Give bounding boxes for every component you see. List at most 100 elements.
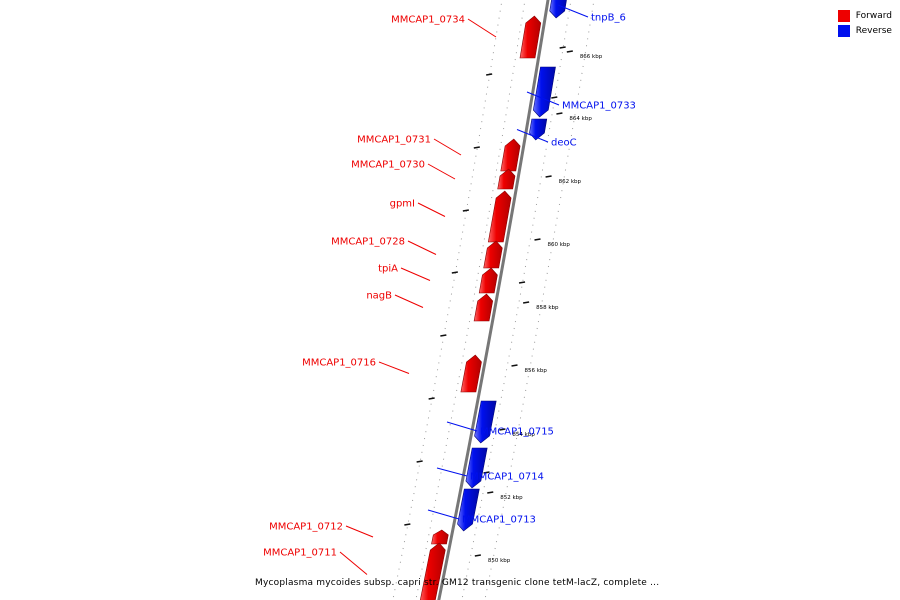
scale-tick-label: 866 kbp — [580, 54, 603, 60]
gene-arrow[interactable] — [487, 190, 512, 243]
legend-reverse-label: Reverse — [855, 25, 892, 36]
gene-leader-line — [557, 4, 589, 18]
gene-label[interactable]: MMCAP1_0731 — [357, 135, 431, 146]
minor-tick-mark — [486, 73, 493, 76]
gene-leader-line — [433, 138, 462, 156]
gene-leader-line — [345, 525, 374, 538]
gene-leader-line — [400, 267, 431, 281]
legend-forward: Forward — [837, 8, 892, 23]
gene-label[interactable]: MMCAP1_0714 — [470, 472, 544, 483]
minor-tick-mark — [462, 209, 469, 212]
lane-dots — [392, 0, 595, 600]
gene-arrow[interactable] — [500, 138, 521, 172]
gene-leader-line — [394, 294, 424, 308]
scale-tick-mark — [499, 428, 506, 431]
scale-tick-mark — [511, 364, 518, 367]
scale-tick-mark — [474, 554, 481, 557]
scale-tick-mark — [487, 491, 494, 494]
gene-label[interactable]: tpiA — [378, 264, 398, 275]
gene-leader-line — [427, 163, 456, 180]
minor-tick-mark — [404, 523, 411, 526]
genome-backbone — [437, 0, 550, 600]
gene-leader-line — [467, 18, 497, 38]
gene-mmcap1-0715[interactable]: MMCAP1_0715 — [446, 400, 554, 444]
gene-tpia[interactable]: tpiA — [378, 264, 498, 294]
legend-forward-label: Forward — [855, 10, 892, 21]
gene-mmcap1-0714[interactable]: MMCAP1_0714 — [436, 447, 544, 489]
gene-label[interactable]: MMCAP1_0730 — [351, 160, 425, 171]
gene-leader-line — [407, 240, 437, 255]
scale-tick-label: 852 kbp — [500, 495, 523, 501]
gene-arrow[interactable] — [497, 168, 516, 190]
gene-arrow[interactable] — [532, 66, 556, 118]
gene-arrow[interactable] — [419, 542, 446, 600]
gene-mmcap1-0730[interactable]: MMCAP1_0730 — [351, 160, 516, 190]
minor-tick-mark — [416, 460, 423, 463]
reverse-swatch — [837, 24, 850, 37]
gene-label[interactable]: tnpB_6 — [591, 13, 626, 24]
minor-tick-mark — [551, 96, 558, 99]
gene-label[interactable]: MMCAP1_0711 — [263, 548, 337, 559]
gene-mmcap1-0711[interactable]: MMCAP1_0711 — [263, 542, 446, 600]
gene-arrow[interactable] — [519, 15, 542, 59]
gene-arrow[interactable] — [478, 267, 498, 294]
gene-label[interactable]: MMCAP1_0734 — [391, 15, 465, 26]
gene-arrow[interactable] — [529, 118, 548, 141]
gene-mmcap1-0716[interactable]: MMCAP1_0716 — [302, 354, 482, 393]
gene-mmcap1-0712[interactable]: MMCAP1_0712 — [269, 522, 449, 545]
gene-mmcap1-0728[interactable]: MMCAP1_0728 — [331, 237, 503, 269]
sequence-caption: Mycoplasma mycoides subsp. capri str. GM… — [255, 578, 660, 588]
gene-mmcap1-0713[interactable]: MMCAP1_0713 — [427, 488, 536, 532]
gene-arrow[interactable] — [431, 529, 449, 545]
gene-deoc[interactable]: deoC — [516, 118, 577, 149]
lane-dotted-line — [461, 0, 572, 600]
gene-leader-line — [378, 361, 410, 374]
gene-label[interactable]: nagB — [366, 291, 392, 302]
scale-ticks: 866 kbp 864 kbp 862 kbp 860 kbp 858 kbp 856 k… — [404, 46, 603, 564]
strand-legend: Forward Reverse — [837, 8, 892, 38]
gene-label[interactable]: MMCAP1_0728 — [331, 237, 405, 248]
scale-tick-mark — [545, 175, 552, 178]
scale-tick-label: 856 kbp — [525, 368, 548, 374]
scale-tick-mark — [522, 301, 530, 304]
gene-mmcap1-0734[interactable]: MMCAP1_0734 — [391, 15, 542, 59]
gene-tnpb-6[interactable]: tnpB_6 — [549, 0, 626, 24]
gene-label[interactable]: MMCAP1_0712 — [269, 522, 343, 533]
gene-arrow[interactable] — [460, 354, 482, 393]
scale-tick-mark — [566, 50, 573, 53]
gene-label[interactable]: deoC — [551, 138, 577, 149]
legend-reverse: Reverse — [837, 23, 892, 38]
minor-tick-mark — [518, 281, 526, 284]
gene-leader-line — [417, 202, 446, 217]
gene-arrow[interactable] — [473, 293, 494, 322]
gene-label[interactable]: MMCAP1_0716 — [302, 358, 376, 369]
gene-arrow[interactable] — [483, 240, 503, 269]
gene-mmcap1-0733[interactable]: MMCAP1_0733 — [526, 66, 636, 118]
scale-tick-label: 864 kbp — [569, 116, 592, 122]
gene-leader-line — [516, 129, 549, 143]
gene-label[interactable]: MMCAP1_0715 — [480, 427, 554, 438]
scale-tick-label: 858 kbp — [536, 305, 559, 311]
minor-tick-mark — [483, 471, 490, 474]
gene-label[interactable]: MMCAP1_0733 — [562, 101, 636, 112]
minor-tick-mark — [559, 46, 566, 49]
gene-gpmi[interactable]: gpmI — [390, 190, 512, 243]
gene-label[interactable]: gpmI — [390, 199, 415, 210]
scale-tick-label: 854 kbp — [512, 432, 535, 438]
gene-arrow[interactable] — [457, 488, 480, 532]
gene-leader-line — [446, 421, 478, 432]
scale-tick-label: 860 kbp — [547, 242, 570, 248]
minor-tick-mark — [440, 334, 447, 337]
gene-arrow[interactable] — [549, 0, 568, 19]
gene-leader-line — [436, 467, 468, 477]
forward-swatch — [837, 9, 850, 22]
gene-leader-line — [339, 551, 368, 575]
gene-label[interactable]: MMCAP1_0713 — [462, 515, 536, 526]
scale-tick-label: 862 kbp — [559, 179, 582, 185]
scale-tick-label: 850 kbp — [488, 558, 511, 564]
gene-nagb[interactable]: nagB — [366, 291, 494, 322]
minor-tick-mark — [428, 397, 435, 400]
scale-tick-mark — [534, 238, 541, 241]
gene-mmcap1-0731[interactable]: MMCAP1_0731 — [357, 135, 521, 172]
